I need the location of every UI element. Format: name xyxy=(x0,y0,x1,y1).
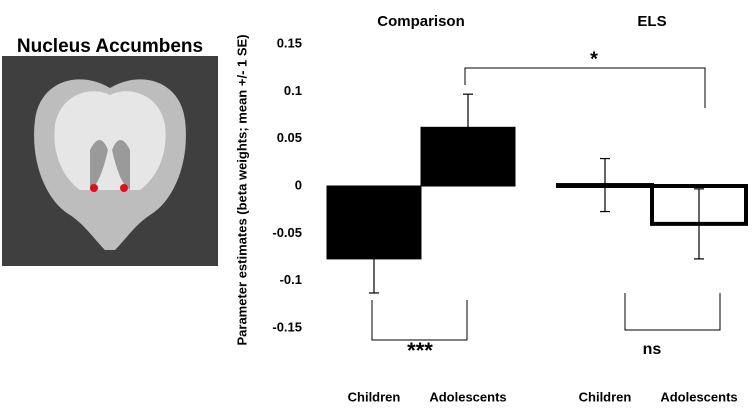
x-tick-label: Adolescents xyxy=(660,389,737,404)
significance-bracket xyxy=(371,300,468,341)
y-tick-label: 0.15 xyxy=(277,35,302,50)
significance-bracket xyxy=(464,67,706,108)
brain-image xyxy=(2,56,218,266)
image-title: Nucleus Accumbens xyxy=(17,36,203,57)
y-tick-label: -0.1 xyxy=(280,272,302,287)
x-tick-label: Children xyxy=(348,389,401,404)
significance-label: ns xyxy=(643,341,662,358)
y-tick-label: 0.05 xyxy=(277,130,302,145)
y-tick-label: -0.15 xyxy=(272,319,302,334)
x-tick-label: Adolescents xyxy=(429,389,506,404)
x-tick-label: Children xyxy=(579,389,632,404)
significance-label: *** xyxy=(407,338,433,363)
significance-label: * xyxy=(590,48,598,70)
y-tick-label: 0 xyxy=(295,177,302,192)
y-tick-label: -0.05 xyxy=(272,225,302,240)
group-title: Comparison xyxy=(377,13,465,30)
significance-bracket xyxy=(624,293,721,331)
y-tick-label: 0.1 xyxy=(284,83,302,98)
y-axis-label: Parameter estimates (beta weights; mean … xyxy=(234,34,249,345)
group-title: ELS xyxy=(637,13,666,30)
